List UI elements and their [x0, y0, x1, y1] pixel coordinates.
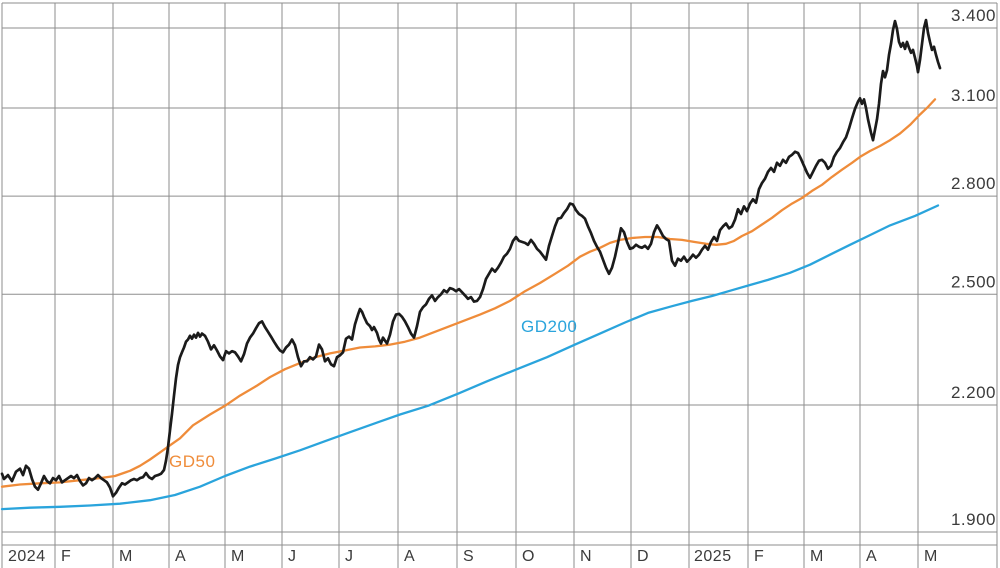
y-axis-tick-label: 2.800	[951, 174, 996, 193]
x-axis-tick-label: M	[924, 548, 938, 565]
x-axis-tick-label: A	[175, 548, 186, 565]
x-axis-tick-label: A	[404, 548, 415, 565]
y-axis-tick-label: 3.400	[951, 6, 996, 25]
axis-label-layer: 3.400 3.100 2.800 2.500 2.200 1.900 2024 F M A M J J…	[8, 6, 996, 565]
y-axis-tick-label: 3.100	[951, 86, 996, 105]
x-axis-tick-label: 2024	[8, 548, 46, 565]
y-axis-tick-label: 1.900	[951, 510, 996, 529]
gd200-line-label: GD200	[521, 317, 577, 336]
x-axis-tick-label: N	[580, 548, 592, 565]
x-axis-tick-label: A	[866, 548, 877, 565]
x-axis-tick-label: O	[522, 548, 535, 565]
gd50-line-label: GD50	[169, 452, 215, 471]
x-axis-tick-label: S	[463, 548, 474, 565]
y-axis-tick-label: 2.500	[951, 272, 996, 291]
x-axis-tick-label: F	[754, 548, 764, 565]
x-axis-tick-label: F	[61, 548, 71, 565]
x-axis-tick-label: M	[119, 548, 133, 565]
gd200-line	[0, 204, 940, 511]
x-axis-tick-label: D	[637, 548, 649, 565]
price-line	[0, 18, 942, 498]
x-axis-tick-label: J	[288, 548, 297, 565]
x-axis-tick-label: J	[345, 548, 354, 565]
x-axis-tick-label: 2025	[694, 548, 732, 565]
y-axis-tick-label: 2.200	[951, 383, 996, 402]
series-layer	[0, 18, 942, 511]
x-axis-tick-label: M	[231, 548, 245, 565]
x-axis-tick-label: M	[810, 548, 824, 565]
gd50-line	[0, 98, 937, 488]
